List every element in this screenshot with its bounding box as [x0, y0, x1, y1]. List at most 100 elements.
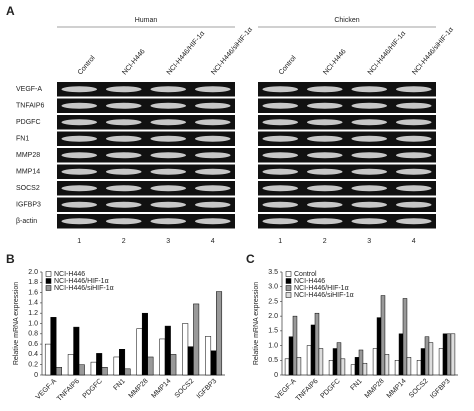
gel-strip [258, 115, 436, 130]
gel-strip [258, 197, 436, 212]
gel-band [262, 86, 299, 93]
gel-band [306, 218, 343, 225]
gel-band [105, 102, 142, 109]
bar [205, 336, 212, 376]
bar [424, 336, 430, 376]
gene-label: TNFAIP6 [16, 103, 45, 110]
gel-strip [258, 98, 436, 113]
gel-band [306, 152, 343, 159]
bar [420, 348, 426, 376]
legend-swatch [285, 285, 292, 291]
bar [310, 324, 316, 376]
bar [328, 360, 334, 376]
gel-band [395, 135, 432, 142]
y-tick-label: 1.2 [28, 310, 38, 317]
gel-band [150, 102, 187, 109]
lane-number: 1 [278, 238, 282, 245]
gel-band [351, 201, 388, 208]
bar [362, 362, 368, 376]
x-tick-label: MMP14 [151, 378, 173, 400]
y-tick-label: 2.5 [268, 298, 278, 305]
gene-label: PDGFC [16, 119, 41, 126]
bar [210, 350, 217, 376]
legend-label: NCI-H446/HIF-1α [54, 278, 109, 285]
gel-band [150, 185, 187, 192]
bar [406, 357, 412, 376]
x-tick-label: FN1 [349, 378, 363, 392]
y-tick-label: 1.4 [28, 300, 38, 307]
gel-band [194, 218, 231, 225]
gel-band [150, 168, 187, 175]
gel-band [194, 86, 231, 93]
x-tick-label: MMP28 [364, 378, 386, 400]
gel-band [262, 218, 299, 225]
bar [428, 342, 434, 376]
gel-band [61, 201, 98, 208]
gel-strip [57, 181, 235, 196]
gel-band [150, 218, 187, 225]
gel-strip [258, 148, 436, 163]
lane-number: 2 [323, 238, 327, 245]
x-tick-label: TNFAIP6 [295, 378, 320, 403]
legend-swatch [45, 285, 52, 291]
y-tick-label: 2.0 [268, 313, 278, 320]
gel-band [306, 135, 343, 142]
y-tick-label: 3.5 [268, 269, 278, 276]
gel-band [306, 185, 343, 192]
gel-band [395, 86, 432, 93]
gel-strip [57, 148, 235, 163]
gel-band [194, 168, 231, 175]
gel-strip [258, 164, 436, 179]
y-tick-label: 1.0 [268, 342, 278, 349]
bar [350, 364, 356, 376]
y-tick-label: 0 [34, 372, 38, 379]
gel-band [61, 135, 98, 142]
gel-band [395, 102, 432, 109]
lane-label: Control [77, 54, 97, 76]
gel-band [61, 152, 98, 159]
y-tick-label: 3.0 [268, 284, 278, 291]
gel-band [150, 152, 187, 159]
bar [284, 358, 290, 376]
x-tick-label: IGFBP3 [196, 378, 219, 401]
bar [187, 346, 194, 376]
x-tick-label: MMP14 [386, 378, 408, 400]
bar [358, 349, 364, 376]
lane-label: NCI-H446 [322, 48, 347, 76]
gel-band [262, 102, 299, 109]
legend-swatch [45, 271, 52, 277]
bar [182, 323, 189, 376]
y-tick-label: 2.0 [28, 269, 38, 276]
y-tick-label: 0.5 [268, 357, 278, 364]
bar [159, 338, 166, 376]
gel-band [262, 119, 299, 126]
bar [394, 360, 400, 376]
gel-band [105, 218, 142, 225]
bar [416, 360, 422, 376]
legend-label: NCI-H446/siHIF-1α [54, 285, 114, 292]
bar [306, 345, 312, 376]
gel-band [61, 218, 98, 225]
gene-label: MMP28 [16, 152, 40, 159]
x-tick-label: PDGFC [319, 378, 341, 400]
bar [73, 326, 80, 376]
legend-swatch [285, 292, 292, 298]
gel-band [105, 168, 142, 175]
gel-strip [258, 82, 436, 97]
legend-label: NCI-H446/siHIF-1α [294, 292, 354, 299]
gel-band [262, 185, 299, 192]
group-title: Human [135, 17, 158, 24]
bar [380, 295, 386, 376]
gel-band [395, 119, 432, 126]
gel-band [105, 152, 142, 159]
bar [372, 348, 378, 376]
gel-band [351, 185, 388, 192]
bar [446, 333, 452, 376]
gel-band [306, 201, 343, 208]
bar [101, 367, 108, 376]
bar [450, 333, 456, 376]
gel-band [262, 168, 299, 175]
gel-band [262, 135, 299, 142]
gel-band [194, 135, 231, 142]
